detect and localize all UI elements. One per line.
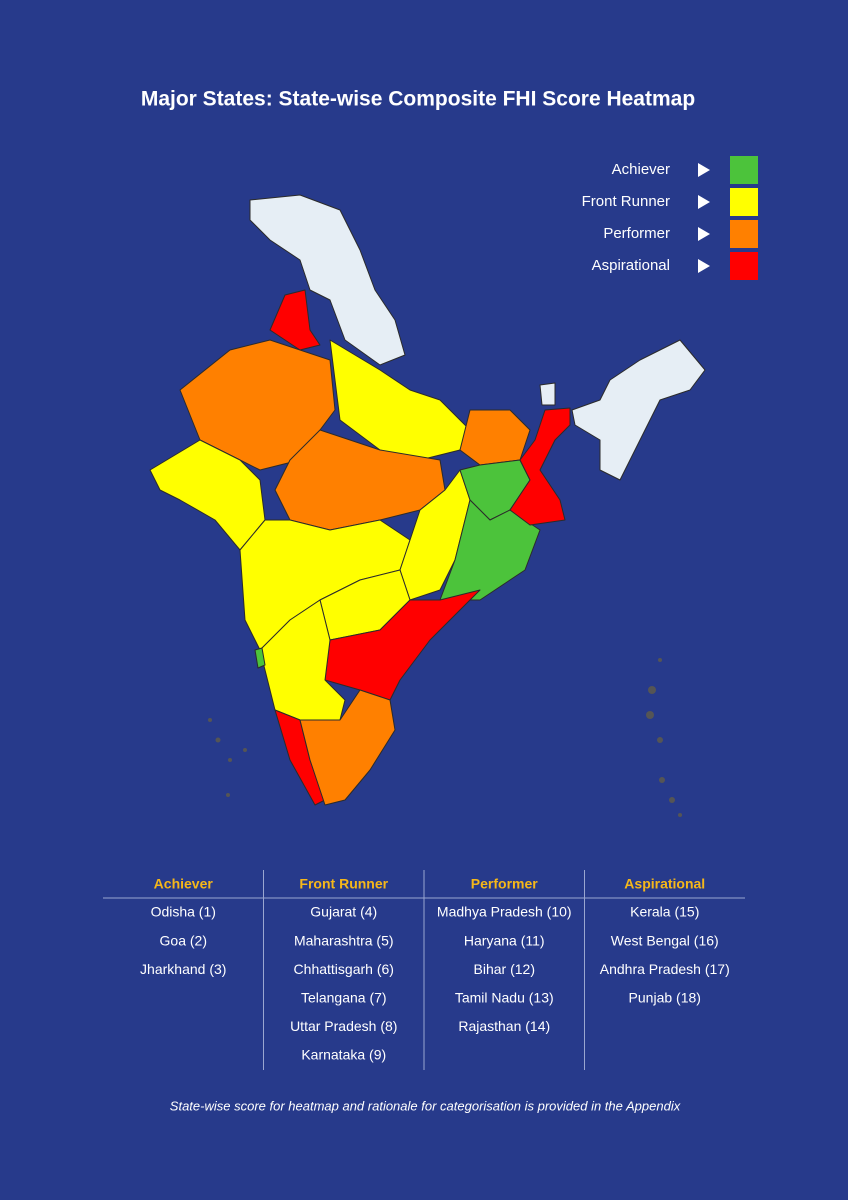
table-cell: Jharkhand (3) xyxy=(140,961,226,977)
footnote: State-wise score for heatmap and rationa… xyxy=(170,1098,681,1113)
legend-arrow xyxy=(698,259,710,273)
table-cell: Telangana (7) xyxy=(301,990,387,1006)
table-cell: Rajasthan (14) xyxy=(458,1018,550,1034)
table-cell: Gujarat (4) xyxy=(310,904,377,920)
column-header: Aspirational xyxy=(624,876,705,892)
legend-swatch xyxy=(730,188,758,216)
legend-arrow xyxy=(698,227,710,241)
title: Major States: State-wise Composite FHI S… xyxy=(141,88,695,111)
legend: Achiever Front Runner Performer Aspirationa… xyxy=(582,156,758,280)
table-cell: Goa (2) xyxy=(160,932,207,948)
legend-label: Performer xyxy=(603,225,670,242)
legend-swatch xyxy=(730,220,758,248)
region xyxy=(299,689,396,806)
map xyxy=(149,194,706,817)
legend-label: Aspirational xyxy=(592,257,670,274)
table-cell: Punjab (18) xyxy=(629,990,701,1006)
islands xyxy=(208,658,682,817)
legend-swatch xyxy=(730,156,758,184)
table-cell: Maharashtra (5) xyxy=(294,932,394,948)
column-header: Performer xyxy=(471,876,538,892)
table-cell: Chhattisgarh (6) xyxy=(294,961,394,977)
column-header: Achiever xyxy=(154,876,214,892)
region xyxy=(254,647,266,669)
legend-label: Front Runner xyxy=(582,193,670,210)
table-cell: Odisha (1) xyxy=(151,904,216,920)
table-cell: West Bengal (16) xyxy=(611,932,719,948)
column-header: Front Runner xyxy=(299,876,388,892)
region xyxy=(269,289,321,351)
legend-label: Achiever xyxy=(612,161,670,178)
region xyxy=(399,469,471,601)
table-cell: Andhra Pradesh (17) xyxy=(600,961,730,977)
table-cell: Karnataka (9) xyxy=(301,1047,386,1063)
table-cell: Tamil Nadu (13) xyxy=(455,990,554,1006)
region xyxy=(571,339,706,481)
legend-arrow xyxy=(698,163,710,177)
table-cell: Haryana (11) xyxy=(464,932,545,948)
table-cell: Bihar (12) xyxy=(474,961,535,977)
region xyxy=(439,499,541,601)
region xyxy=(324,589,481,701)
table: Achiever Odisha (1) Goa (2) Jharkhand (3) Fr… xyxy=(103,870,745,1070)
legend-swatch xyxy=(730,252,758,280)
region xyxy=(509,407,571,526)
region xyxy=(539,382,556,406)
table-cell: Kerala (15) xyxy=(630,904,699,920)
table-cell: Madhya Pradesh (10) xyxy=(437,904,572,920)
region xyxy=(249,194,406,366)
legend-arrow xyxy=(698,195,710,209)
table-cell: Uttar Pradesh (8) xyxy=(290,1018,397,1034)
